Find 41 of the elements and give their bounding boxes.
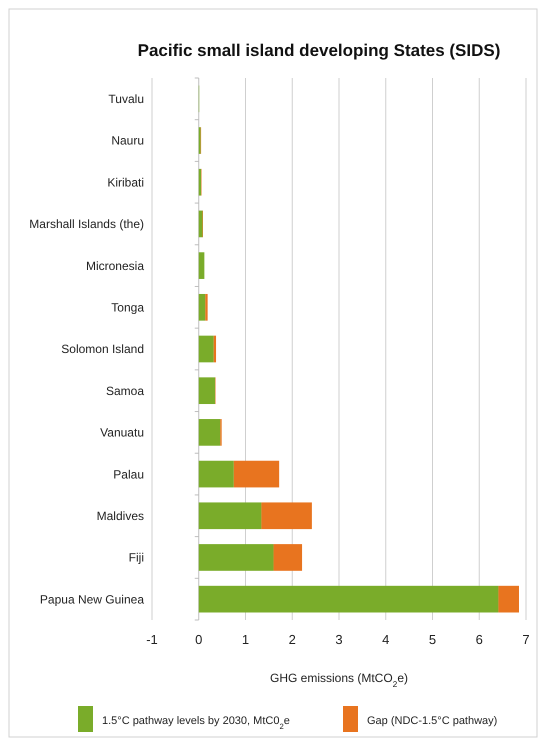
bar (198, 377, 216, 404)
x-tick-label: 4 (382, 632, 390, 647)
y-tick-label: Tuvalu (108, 92, 144, 106)
y-tick-label: Kiribati (107, 175, 144, 190)
bar (261, 502, 312, 530)
y-tick-label: Micronesia (86, 258, 144, 273)
legend-label: Gap (NDC-1.5°C pathway) (367, 715, 498, 727)
chart-title: Pacific small island developing States (SIDS) (138, 41, 500, 60)
y-tick-label: Tonga (111, 300, 144, 315)
y-tick-label: Papua New Guinea (40, 592, 144, 606)
x-tick-label: -1 (146, 632, 158, 647)
y-tick-label: Vanuatu (100, 426, 144, 440)
x-tick-label: 0 (195, 632, 202, 647)
x-axis-title: GHG emissions (MtCO$_{2}$e) (270, 671, 408, 689)
x-tick-label: 2 (288, 632, 296, 647)
bar (214, 336, 216, 362)
bar (234, 460, 280, 488)
x-tick-label: 1 (242, 632, 250, 647)
x-tick-label: 6 (476, 632, 483, 647)
bar (198, 336, 214, 362)
y-tick-label: Solomon Island (61, 342, 144, 356)
y-tick-label: Maldives (96, 508, 144, 523)
bar (198, 460, 234, 488)
y-tick-label: Nauru (111, 134, 144, 148)
bar (198, 210, 202, 238)
y-tick-label: Palau (113, 467, 144, 482)
legend-label: 1.5°C pathway levels by 2030, MtC0$_{2}$e (102, 715, 290, 730)
y-tick-label: Samoa (106, 384, 144, 398)
bar (198, 586, 498, 612)
bar (198, 419, 220, 446)
y-tick-label: Marshall Islands (the) (29, 217, 144, 232)
y-tick-label: Fiji (128, 550, 144, 565)
x-tick-label: 7 (522, 632, 530, 647)
bar (198, 294, 206, 321)
bar (198, 502, 262, 530)
bar (498, 586, 519, 612)
bar (274, 544, 302, 571)
bar (198, 252, 204, 279)
bar (198, 544, 274, 571)
x-tick-label: 3 (335, 632, 343, 647)
x-tick-label: 5 (428, 632, 436, 647)
